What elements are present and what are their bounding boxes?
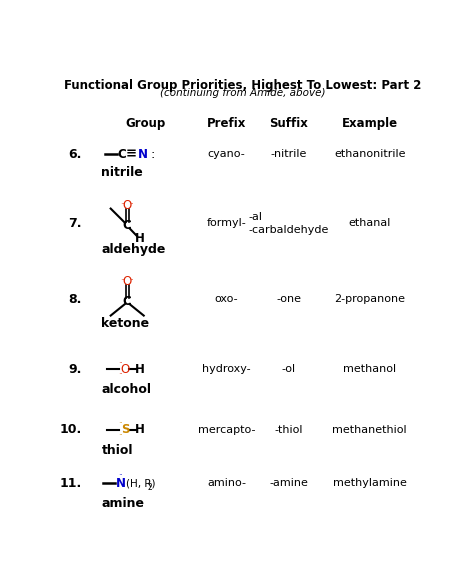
- Text: cyano-: cyano-: [208, 149, 245, 159]
- Text: ··: ··: [118, 371, 123, 379]
- Text: (H, R): (H, R): [126, 478, 155, 488]
- Text: amine: amine: [101, 497, 145, 510]
- Text: formyl-: formyl-: [207, 218, 246, 228]
- Text: 6.: 6.: [69, 148, 82, 161]
- Text: methanol: methanol: [343, 364, 396, 374]
- Text: 9.: 9.: [69, 362, 82, 376]
- Text: -nitrile: -nitrile: [271, 149, 307, 159]
- Text: -ol: -ol: [282, 364, 296, 374]
- Text: alcohol: alcohol: [101, 383, 152, 396]
- Text: ··: ··: [120, 276, 125, 285]
- Text: 11.: 11.: [60, 477, 82, 490]
- Text: 7.: 7.: [69, 217, 82, 230]
- Text: ethanonitrile: ethanonitrile: [334, 149, 405, 159]
- Text: nitrile: nitrile: [101, 166, 143, 178]
- Text: O: O: [123, 199, 132, 212]
- Text: H: H: [135, 362, 144, 376]
- Text: ··: ··: [118, 471, 123, 481]
- Text: Functional Group Priorities, Highest To Lowest: Part 2: Functional Group Priorities, Highest To …: [64, 79, 421, 92]
- Text: 10.: 10.: [60, 423, 82, 436]
- Text: mercapto-: mercapto-: [198, 425, 255, 435]
- Text: ··: ··: [120, 200, 125, 210]
- Text: ··: ··: [118, 431, 123, 440]
- Text: thiol: thiol: [101, 444, 133, 457]
- Text: -thiol: -thiol: [274, 425, 303, 435]
- Text: ··: ··: [118, 419, 123, 428]
- Text: (continuing from Amide, above): (continuing from Amide, above): [160, 88, 326, 98]
- Text: methylamine: methylamine: [333, 478, 407, 488]
- Text: Suffix: Suffix: [269, 117, 308, 130]
- Text: ··: ··: [129, 200, 134, 210]
- Text: O: O: [123, 275, 132, 288]
- Text: -al
-carbaldehyde: -al -carbaldehyde: [249, 212, 329, 235]
- Text: C: C: [123, 219, 132, 232]
- Text: ethanal: ethanal: [348, 218, 391, 228]
- Text: C: C: [118, 148, 127, 161]
- Text: amino-: amino-: [207, 478, 246, 488]
- Text: -amine: -amine: [269, 478, 308, 488]
- Text: S: S: [121, 423, 129, 436]
- Text: hydroxy-: hydroxy-: [202, 364, 251, 374]
- Text: Example: Example: [342, 117, 398, 130]
- Text: Group: Group: [126, 117, 166, 130]
- Text: H: H: [135, 423, 144, 436]
- Text: N: N: [116, 477, 127, 490]
- Text: 8.: 8.: [69, 292, 82, 306]
- Text: -one: -one: [276, 294, 301, 304]
- Text: ··: ··: [129, 276, 134, 285]
- Text: 2-propanone: 2-propanone: [334, 294, 405, 304]
- Text: oxo-: oxo-: [215, 294, 238, 304]
- Text: ≡: ≡: [126, 148, 137, 161]
- Text: N: N: [138, 148, 148, 161]
- Text: Prefix: Prefix: [207, 117, 246, 130]
- Text: :: :: [150, 148, 155, 161]
- Text: aldehyde: aldehyde: [101, 243, 166, 256]
- Text: ··: ··: [118, 359, 123, 368]
- Text: O: O: [121, 362, 130, 376]
- Text: methanethiol: methanethiol: [332, 425, 407, 435]
- Text: 2: 2: [147, 483, 152, 492]
- Text: C: C: [123, 295, 132, 308]
- Text: ketone: ketone: [101, 317, 150, 330]
- Text: H: H: [135, 232, 145, 245]
